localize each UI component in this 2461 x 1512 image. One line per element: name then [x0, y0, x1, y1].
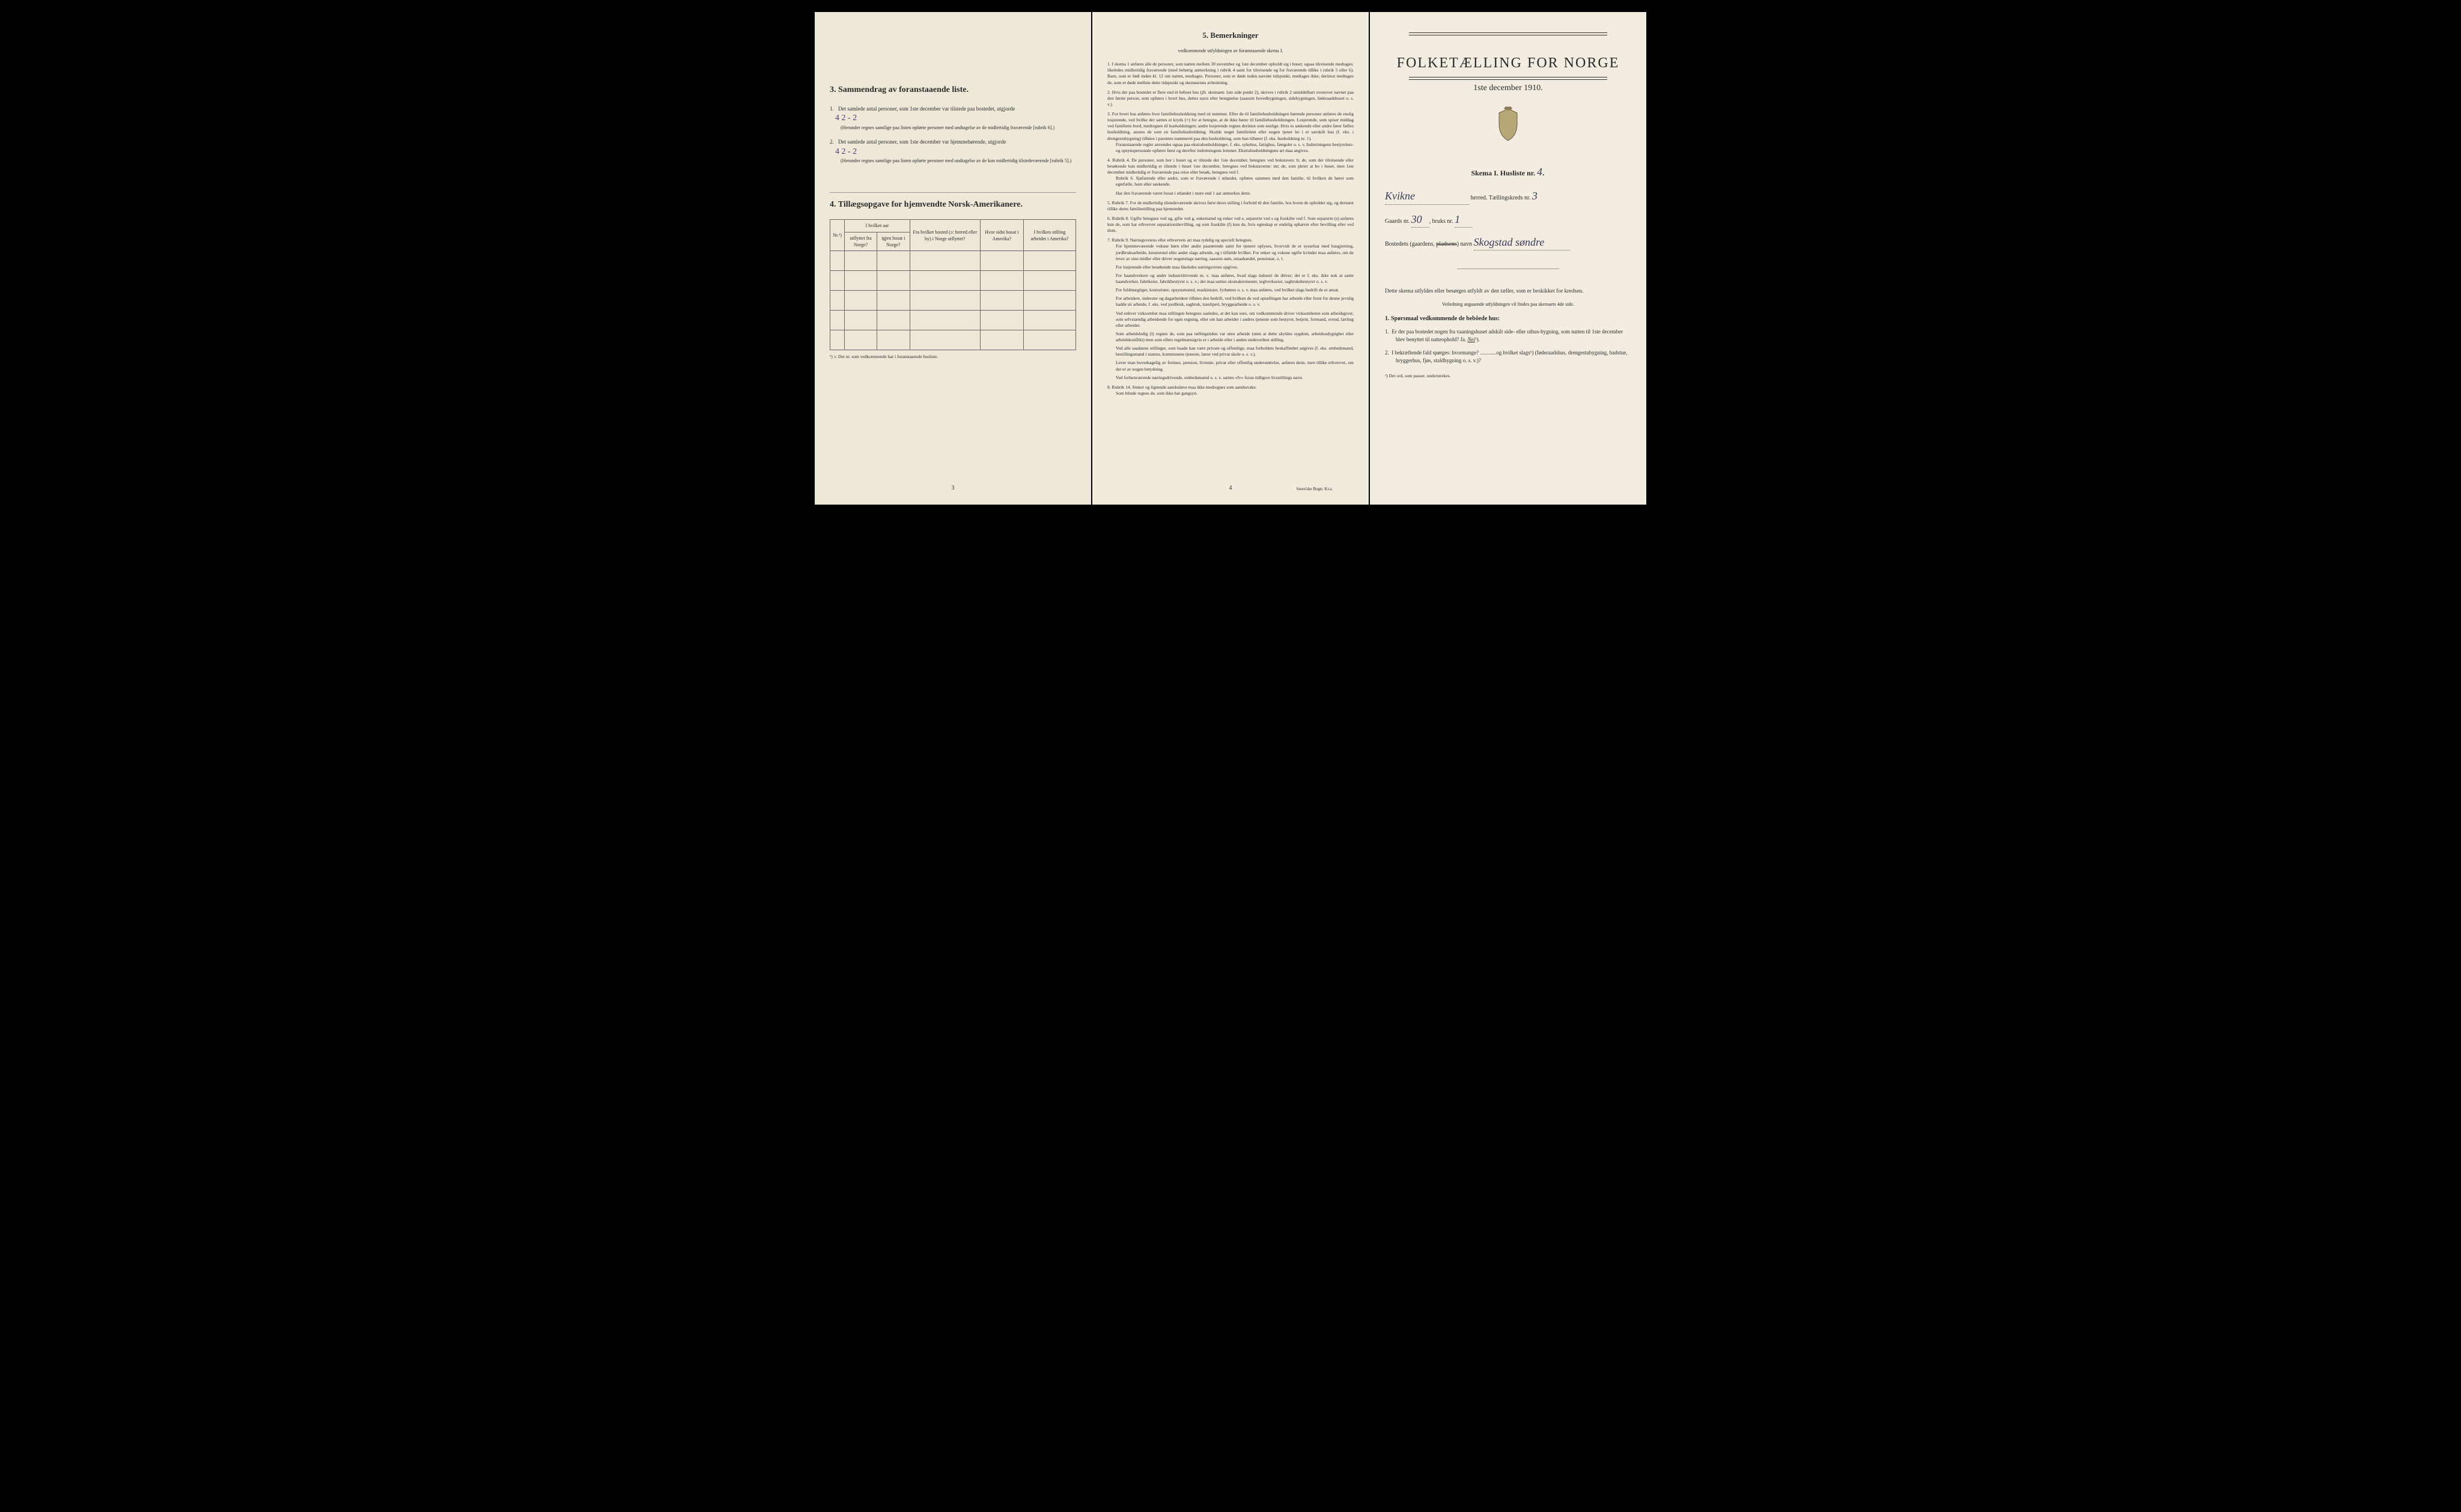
col-utflyttet: utflyttet fra Norge? [845, 232, 877, 250]
skema-line: Skema I. Husliste nr. 4. [1385, 165, 1631, 180]
col-bosat: igjen bosat i Norge? [877, 232, 910, 250]
kreds-nr: 3 [1532, 190, 1538, 202]
remarks-list: 1. I skema 1 anføres alle de personer, s… [1107, 61, 1354, 396]
page-3: 3. Sammendrag av foranstaaende liste. 1.… [815, 12, 1091, 505]
gaards-line: Gaards nr. 30, bruks nr. 1 [1385, 212, 1631, 228]
question-2: 2. I bekræftende fald spørges: hvormange… [1385, 349, 1631, 364]
q-title: 1. Spørsmaal vedkommende de bebôede hus: [1385, 315, 1631, 323]
page-number-4: 4 [1229, 484, 1232, 493]
page-4: 5. Bemerkninger vedkommende utfyldningen… [1092, 12, 1369, 505]
instructions: Dette skema utfyldes eller besørges utfy… [1385, 287, 1631, 309]
bemerkninger-title: 5. Bemerkninger [1107, 30, 1354, 41]
husliste-nr: 4. [1537, 166, 1545, 178]
document-container: 3. Sammendrag av foranstaaende liste. 1.… [815, 12, 1646, 505]
item1-note: (Herunder regnes samtlige paa listen opf… [841, 124, 1076, 131]
section3-title: 3. Sammendrag av foranstaaende liste. [830, 84, 1076, 96]
bosted-line: Bostedets (gaardens, pladsens) navn Skog… [1385, 235, 1631, 250]
table-footnote: ¹) ɔ: Det nr. som vedkommende har i fora… [830, 354, 1076, 360]
page-number-3: 3 [952, 484, 955, 493]
amerikanere-table: Nr.¹) I hvilket aar Fra hvilket bosted (… [830, 219, 1076, 350]
col-amerika: Hvor sidst bosat i Amerika? [981, 220, 1024, 251]
item1-value: 4 2 - 2 [835, 114, 857, 123]
col-aar: I hvilket aar [845, 220, 910, 232]
title-page: FOLKETÆLLING FOR NORGE 1ste december 191… [1370, 12, 1646, 505]
item2-value: 4 2 - 2 [835, 147, 857, 156]
printer-mark: Steen'ske Bogtr. Kr.a. [1296, 487, 1333, 493]
q1-answer: Nei [1467, 336, 1475, 342]
rule-bottom [1409, 77, 1607, 80]
main-title: FOLKETÆLLING FOR NORGE [1385, 53, 1631, 74]
section4-title: 4. Tillægsopgave for hjemvendte Norsk-Am… [830, 199, 1076, 211]
col-nr: Nr.¹) [830, 220, 845, 251]
gaards-nr: 30 [1411, 212, 1429, 228]
coat-of-arms-icon [1385, 106, 1631, 153]
census-date: 1ste december 1910. [1385, 82, 1631, 94]
col-stilling: I hvilken stilling arbeidet i Amerika? [1023, 220, 1075, 251]
herred-value: Kvikne [1385, 189, 1469, 204]
bemerkninger-subtitle: vedkommende utfyldningen av foranstaaend… [1107, 47, 1354, 54]
question-1: 1. Er der paa bostedet nogen fra vaaning… [1385, 328, 1631, 343]
bruks-nr: 1 [1455, 212, 1473, 228]
herred-line: Kvikne herred. Tællingskreds nr. 3 [1385, 189, 1631, 204]
question-section: 1. Spørsmaal vedkommende de bebôede hus:… [1385, 315, 1631, 364]
item2-note: (Herunder regnes samtlige paa listen opf… [841, 157, 1076, 164]
right-footnote: ¹) Det ord, som passer, understrekes. [1385, 373, 1631, 380]
rule-top [1409, 32, 1607, 35]
col-bosted: Fra hvilket bosted (ɔ: herred eller by) … [910, 220, 981, 251]
item-1: 1.Det samlede antal personer, som 1ste d… [830, 105, 1076, 131]
bosted-value: Skogstad søndre [1474, 235, 1570, 250]
item-2: 2.Det samlede antal personer, som 1ste d… [830, 138, 1076, 164]
